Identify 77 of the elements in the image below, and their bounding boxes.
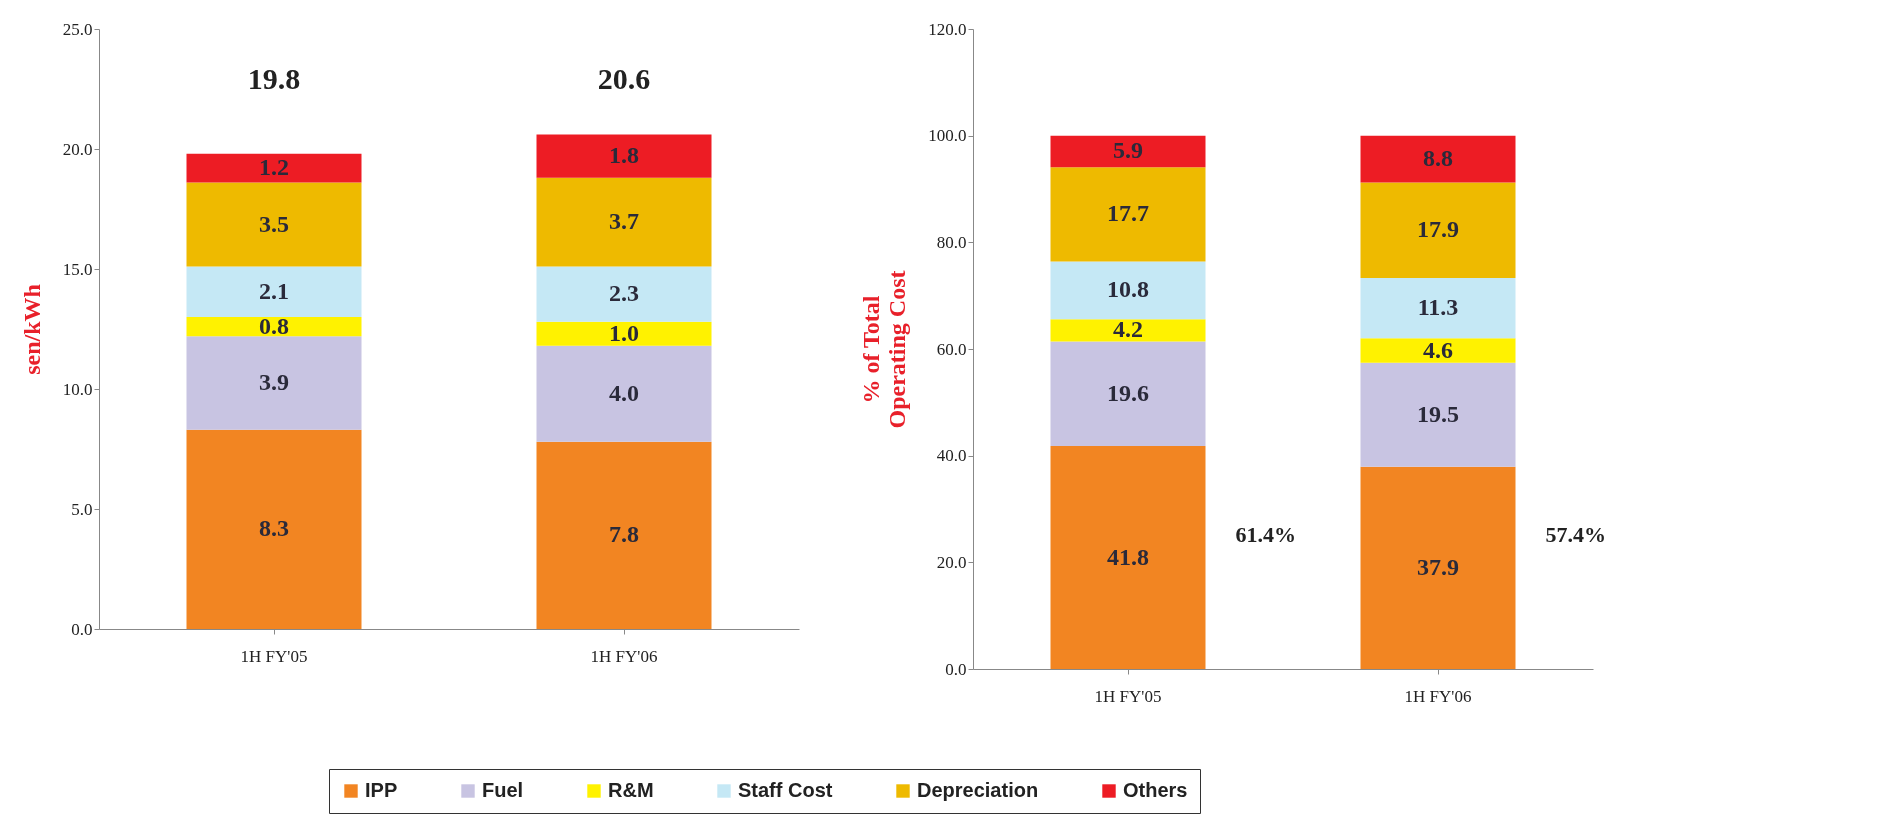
bar (1050, 261, 1206, 320)
legend-label: Others (1123, 779, 1188, 801)
data-label: 5.9 (1113, 137, 1143, 164)
bar (186, 429, 362, 629)
bar (1050, 446, 1206, 669)
data-label: 19.5 (1417, 400, 1459, 427)
y-axis-title: % of Total Operating Cost (858, 270, 911, 429)
bar (1360, 362, 1516, 467)
y-tick-label: 20.0 (936, 552, 967, 572)
y-tick-label: 20.0 (62, 139, 93, 159)
bar (1050, 167, 1206, 262)
data-label: 3.5 (259, 210, 289, 237)
y-tick-label: 40.0 (936, 446, 967, 466)
x-tick-label: 1H FY'05 (240, 646, 308, 666)
x-tick-label: 1H FY'05 (1094, 686, 1162, 706)
y-tick-label: 0.0 (71, 619, 93, 639)
legend-label: Staff Cost (738, 779, 833, 801)
bar (186, 266, 362, 317)
bar (1360, 278, 1516, 339)
data-label: 2.3 (609, 280, 639, 307)
data-label: 0.8 (259, 312, 289, 339)
y-tick-label: 100.0 (928, 126, 967, 146)
data-label: 4.0 (609, 379, 639, 406)
bar (536, 321, 712, 346)
bar (1050, 319, 1206, 342)
legend-label: R&M (608, 779, 654, 801)
data-label: 37.9 (1417, 553, 1459, 580)
data-label: 8.8 (1423, 145, 1453, 172)
bar (536, 266, 712, 322)
y-tick-label: 0.0 (945, 659, 967, 679)
data-label: 19.6 (1107, 379, 1149, 406)
bar (1360, 338, 1516, 363)
data-label: 2.1 (259, 277, 289, 304)
y-tick-label: 10.0 (62, 379, 93, 399)
bar (536, 441, 712, 629)
bar (1360, 466, 1516, 669)
y-tick-label: 5.0 (71, 499, 93, 519)
data-label: 7.8 (609, 521, 639, 548)
y-tick-label: 80.0 (936, 232, 967, 252)
data-label: 11.3 (1417, 294, 1459, 321)
bar (1050, 341, 1206, 447)
annotation: 57.4% (1545, 521, 1606, 547)
bar (186, 153, 362, 183)
annotation: 61.4% (1235, 521, 1296, 547)
data-label: 41.8 (1107, 543, 1149, 570)
data-label: 4.2 (1113, 316, 1143, 343)
data-label: 10.8 (1107, 276, 1149, 303)
data-label: 3.7 (609, 208, 639, 235)
bar (186, 336, 362, 430)
legend-label: Fuel (482, 779, 524, 801)
total-label: 19.8 (247, 62, 301, 95)
legend-label: IPP (365, 779, 398, 801)
bar (1360, 182, 1516, 279)
x-tick-label: 1H FY'06 (590, 646, 658, 666)
data-label: 4.6 (1423, 336, 1453, 363)
y-tick-label: 15.0 (62, 259, 93, 279)
legend-label: Depreciation (917, 779, 1039, 801)
total-label: 20.6 (597, 62, 651, 95)
bar (186, 182, 362, 267)
bar (536, 345, 712, 442)
y-axis-title: sen/kWh (18, 284, 45, 375)
bar (536, 134, 712, 178)
data-label: 17.7 (1107, 200, 1149, 227)
bar (1050, 135, 1206, 168)
data-label: 17.9 (1417, 216, 1459, 243)
bar (1360, 135, 1516, 183)
y-tick-label: 25.0 (62, 19, 93, 39)
x-tick-label: 1H FY'06 (1404, 686, 1472, 706)
data-label: 1.0 (609, 319, 639, 346)
data-label: 8.3 (259, 515, 289, 542)
data-label: 1.2 (259, 154, 289, 181)
y-tick-label: 60.0 (936, 339, 967, 359)
data-label: 3.9 (259, 369, 289, 395)
data-label: 1.8 (609, 142, 639, 169)
y-tick-label: 120.0 (928, 19, 967, 39)
bar (186, 317, 362, 337)
bar (536, 177, 712, 267)
